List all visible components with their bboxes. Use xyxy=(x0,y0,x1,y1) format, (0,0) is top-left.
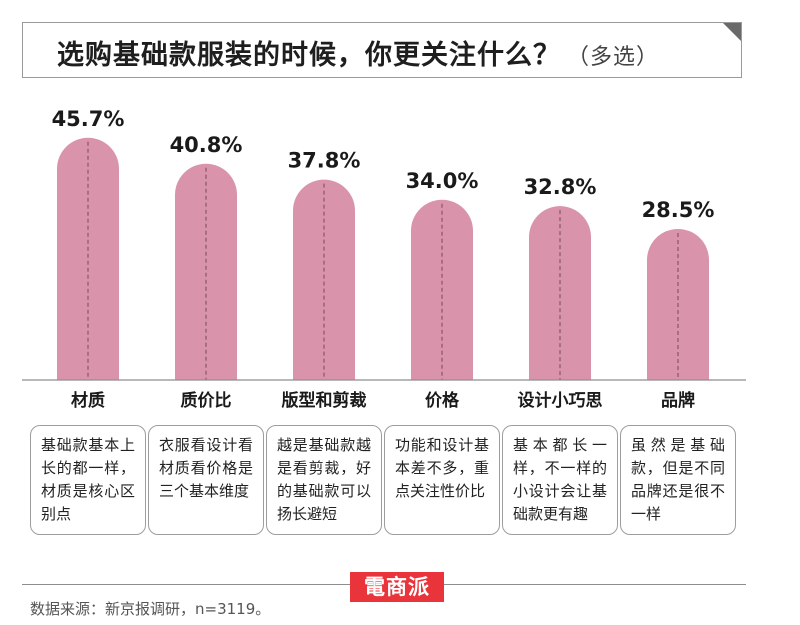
data-label-5: 28.5% xyxy=(642,198,715,222)
chart-title-subtitle: （多选） xyxy=(567,45,660,70)
description-box-1: 衣服看设计看材质看价格是三个基本维度 xyxy=(148,425,264,535)
category-label-2: 版型和剪裁 xyxy=(282,390,367,411)
bar-0 xyxy=(57,137,119,380)
description-box-0: 基础款基本上长的都一样，材质是核心区别点 xyxy=(30,425,146,535)
description-box-3: 功能和设计基本差不多，重点关注性价比 xyxy=(384,425,500,535)
data-label-0: 45.7% xyxy=(52,107,125,131)
data-label-3: 34.0% xyxy=(406,169,479,193)
chart-title-main: 选购基础款服装的时候，你更关注什么？ xyxy=(57,40,561,71)
watermark-logo: 電商派 xyxy=(350,572,444,602)
bar-chart: 45.7% 材质 40.8% 质价比 37.8% 版型和剪裁 34.0% 价格 32.8% 设计小… xyxy=(22,107,746,411)
chart-title: 选购基础款服装的时候，你更关注什么？ （多选） xyxy=(57,33,659,72)
category-label-0: 材质 xyxy=(71,390,105,411)
title-corner-decoration xyxy=(723,23,741,41)
category-label-5: 品牌 xyxy=(661,390,695,411)
category-label-3: 价格 xyxy=(425,390,460,411)
data-label-4: 32.8% xyxy=(524,175,597,199)
description-box-2: 越是基础款越是看剪裁，好的基础款可以扬长避短 xyxy=(266,425,382,535)
bar-1 xyxy=(175,163,237,380)
bar-4 xyxy=(529,206,591,380)
bar-2 xyxy=(293,179,355,380)
description-box-5: 虽然是基础款，但是不同品牌还是很不一样 xyxy=(620,425,736,535)
category-label-1: 质价比 xyxy=(181,390,232,411)
data-label-1: 40.8% xyxy=(170,133,243,157)
title-box: 选购基础款服装的时候，你更关注什么？ （多选） xyxy=(22,22,742,78)
description-box-4: 基本都长一样，不一样的小设计会让基础款更有趣 xyxy=(502,425,618,535)
category-label-4: 设计小巧思 xyxy=(518,390,603,411)
data-source-note: 数据来源：新京报调研，n=3119。 xyxy=(30,600,271,618)
data-label-2: 37.8% xyxy=(288,149,361,173)
